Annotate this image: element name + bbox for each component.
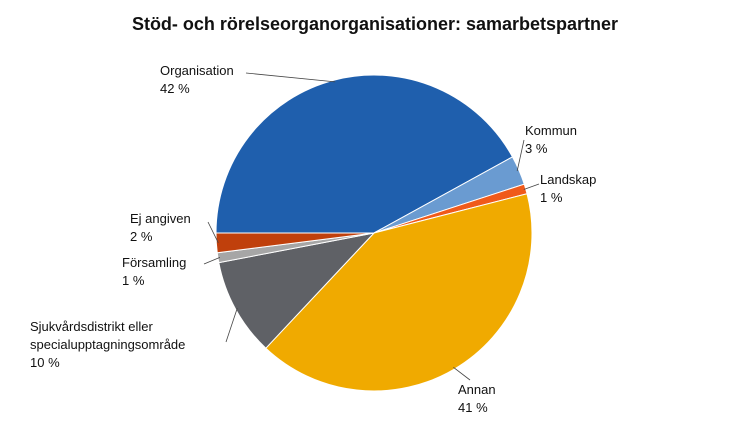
- pie-slice: [215, 74, 514, 234]
- pie-slice: [265, 193, 533, 392]
- category-label: Församling: [122, 255, 187, 270]
- leader-line: [225, 308, 238, 343]
- pie-slice: [215, 232, 375, 254]
- slice-label: Sjukvårdsdistrikt eller specialupptagnin…: [30, 318, 230, 372]
- chart-title: Stöd- och rörelseorganorganisationer: sa…: [131, 14, 619, 34]
- slice-label: Organisation 42 %: [160, 62, 280, 98]
- value-label: 1 %: [540, 190, 563, 205]
- leader-line: [516, 139, 525, 172]
- category-label: Sjukvårdsdistrikt eller specialupptagnin…: [30, 319, 186, 352]
- category-label: Kommun: [525, 123, 578, 138]
- pie-slice: [218, 232, 376, 349]
- leader-line: [207, 221, 219, 243]
- category-label: Annan: [458, 382, 496, 397]
- category-label: Landskap: [540, 172, 597, 187]
- leader-line: [203, 257, 221, 265]
- value-label: 3 %: [525, 141, 548, 156]
- value-label: 2 %: [130, 229, 153, 244]
- leader-line: [245, 72, 336, 83]
- value-label: 1 %: [122, 273, 145, 288]
- value-label: 42 %: [160, 81, 190, 96]
- leader-line: [453, 366, 471, 381]
- slice-label: Ej angiven 2 %: [130, 210, 220, 246]
- slice-label: Landskap 1 %: [540, 171, 620, 207]
- leader-line: [523, 183, 540, 190]
- value-label: 41 %: [458, 400, 488, 415]
- slice-label: Annan 41 %: [458, 381, 538, 417]
- category-label: Organisation: [160, 63, 234, 78]
- value-label: 10 %: [30, 355, 60, 370]
- slice-label: Kommun 3 %: [525, 122, 605, 158]
- category-label: Ej angiven: [130, 211, 191, 226]
- slice-label: Församling 1 %: [122, 254, 212, 290]
